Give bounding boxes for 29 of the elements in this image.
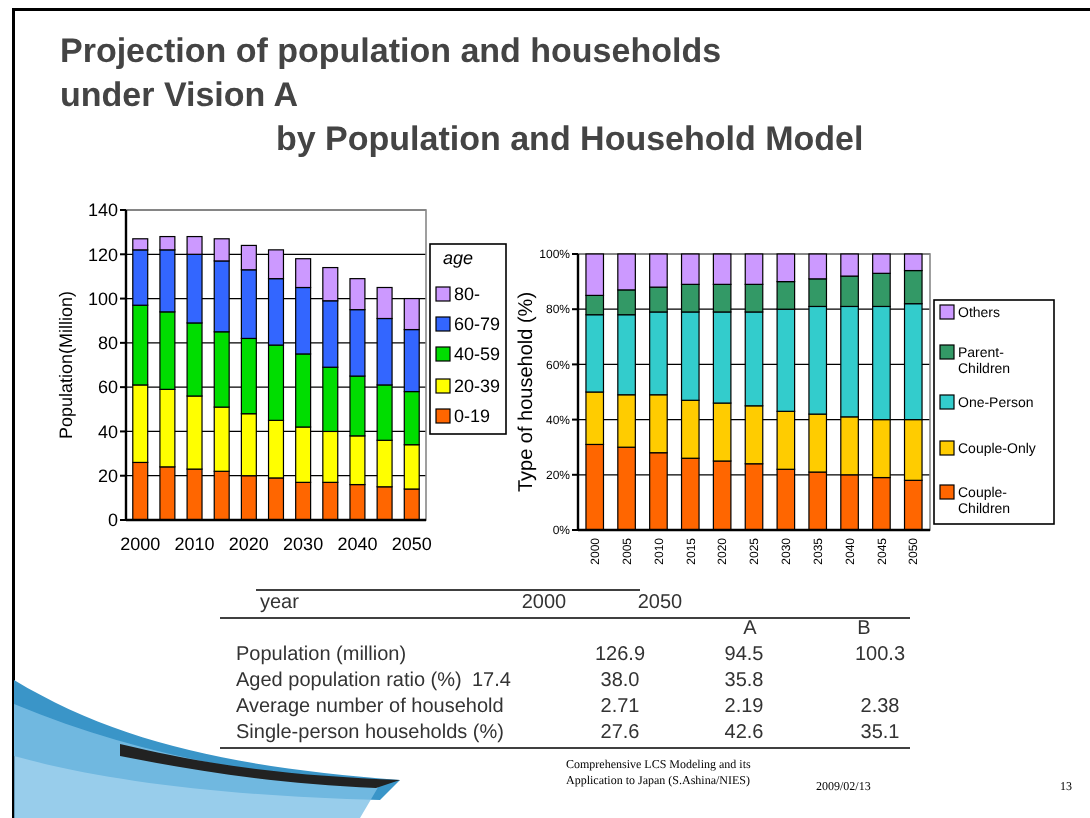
x-tick-label: 2000 (120, 534, 161, 554)
text: A B (743, 618, 871, 640)
y-tick-label: 80 (97, 333, 118, 354)
text: Aged population ratio (%) 17.4 38.0 35.8 (236, 670, 764, 692)
y-tick-label: 0 (107, 510, 118, 531)
y-axis-title: Population(Million) (56, 290, 76, 440)
x-tick-label: 2050 (391, 534, 432, 554)
legend-label: 20-39 (454, 376, 501, 397)
text: Population (million) 126.9 94.5 100.3 (236, 644, 906, 666)
chart-title: Projection of population and households under Vision A by Population and Household Model (60, 32, 864, 158)
x-tick-label: 2020 (228, 534, 269, 554)
x-tick-label: 2030 (283, 534, 324, 554)
legend-label: 80- (454, 284, 481, 305)
y-tick-label: 60 (97, 377, 118, 398)
legend-label: 0-19 (454, 406, 491, 427)
text: Average number of household 2.71 2.19 2.38 (236, 696, 900, 718)
x-tick-label: 2040 (337, 534, 378, 554)
legend-label: 60-79 (454, 314, 501, 335)
y-axis-title: Type of household (%) (516, 291, 538, 493)
y-tick-label: 40 (97, 421, 118, 442)
text: year 2000 2050 (260, 592, 683, 614)
y-tick-label: 140 (87, 200, 118, 221)
legend-title: age (442, 248, 474, 268)
x-tick-label: 2010 (174, 534, 215, 554)
legend-label: 40-59 (454, 344, 501, 365)
y-tick-label: 20 (97, 466, 118, 487)
y-tick-label: 100 (87, 288, 118, 309)
y-tick-label: 120 (87, 244, 118, 265)
text: Single-person households (%) 27.6 42.6 35.1 (236, 722, 900, 744)
